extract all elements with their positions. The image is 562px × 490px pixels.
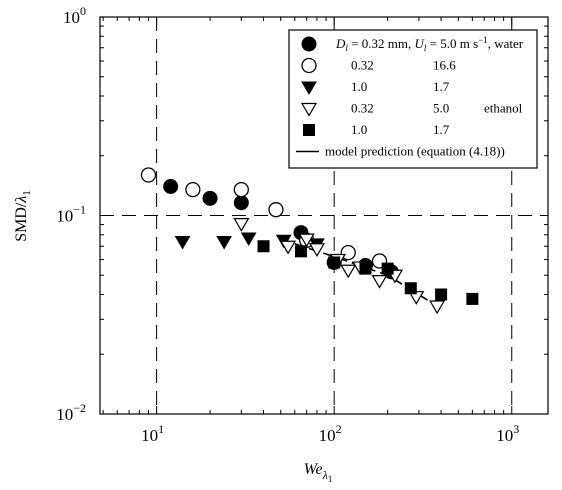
data-point-filled-square xyxy=(404,282,417,295)
legend-col2: 16.6 xyxy=(433,58,456,73)
legend-label: model prediction (equation (4.18)) xyxy=(325,144,505,159)
y-tick-label: 10−1 xyxy=(56,203,86,226)
series-open-circle xyxy=(140,167,388,269)
tick-exponent: −2 xyxy=(73,401,86,415)
legend-col2: 5.0 xyxy=(433,101,449,116)
y-tick-label: 10−2 xyxy=(56,401,86,424)
data-point-filled-square xyxy=(303,124,315,136)
data-point-filled-square xyxy=(257,240,270,253)
data-point-filled-square xyxy=(294,245,307,258)
legend-subscript: l xyxy=(345,43,348,53)
tick-base: 10 xyxy=(63,8,80,27)
legend-var: D xyxy=(335,36,346,51)
y-axis-label-sub: 1 xyxy=(21,190,33,196)
legend-col2: 1.7 xyxy=(433,122,450,137)
data-point-open-circle xyxy=(268,202,284,218)
data-point-open-triangle xyxy=(340,264,357,279)
legend-var: U xyxy=(414,36,425,51)
x-axis-label-sub: λ xyxy=(322,468,328,482)
x-tick-label: 101 xyxy=(141,422,164,445)
legend-text-part: = 0.32 mm, xyxy=(348,36,415,51)
data-point-filled-triangle xyxy=(240,232,257,247)
tick-exponent: 0 xyxy=(80,4,86,18)
data-point-filled-square xyxy=(328,256,341,269)
series-filled-square xyxy=(257,240,479,305)
legend-label: Dl = 0.32 mm, Ul = 5.0 m s−1, water xyxy=(335,35,524,53)
legend-col1: 0.32 xyxy=(351,101,374,116)
data-point-filled-square xyxy=(466,292,479,305)
x-axis-label-main: We xyxy=(304,461,323,478)
data-point-open-circle xyxy=(340,244,356,261)
legend-subscript: l xyxy=(424,43,427,53)
x-tick-label: 103 xyxy=(496,422,519,445)
data-point-open-triangle xyxy=(429,300,446,315)
tick-base: 10 xyxy=(141,426,158,445)
legend-col2: 1.7 xyxy=(433,79,450,94)
tick-exponent: −1 xyxy=(73,203,86,217)
tick-exponent: 1 xyxy=(158,422,164,436)
x-tick-label: 102 xyxy=(319,422,342,445)
legend-col3: ethanol xyxy=(484,101,523,116)
tick-base: 10 xyxy=(56,207,73,226)
data-point-filled-square xyxy=(359,262,372,275)
tick-exponent: 3 xyxy=(513,422,519,436)
data-point-open-triangle xyxy=(300,102,318,117)
data-point-filled-square xyxy=(435,288,448,301)
tick-base: 10 xyxy=(496,426,513,445)
data-point-filled-circle xyxy=(233,195,249,211)
data-point-open-triangle xyxy=(280,240,297,255)
legend-superscript: −1 xyxy=(478,35,488,45)
legend-box xyxy=(288,29,538,169)
legend-col1: 1.0 xyxy=(351,122,367,137)
data-point-open-triangle xyxy=(233,218,250,232)
data-point-filled-triangle xyxy=(174,235,191,250)
data-point-open-circle xyxy=(140,167,157,183)
data-point-filled-circle xyxy=(163,178,179,194)
data-point-open-triangle xyxy=(308,243,326,257)
data-point-open-circle xyxy=(233,181,249,198)
data-point-open-circle xyxy=(185,181,201,198)
x-axis-label: Weλ1 xyxy=(304,461,333,484)
data-point-filled-triangle xyxy=(301,81,317,95)
data-point-filled-circle xyxy=(301,36,317,52)
data-point-filled-triangle xyxy=(216,235,232,250)
y-tick-label: 100 xyxy=(63,4,86,27)
x-axis-label-subsub: 1 xyxy=(328,474,333,484)
legend-text-part: = 5.0 m s xyxy=(426,36,478,51)
legend-text-part: , water xyxy=(488,36,524,51)
tick-base: 10 xyxy=(56,405,73,424)
y-axis-label: SMD/λ1 xyxy=(13,190,33,242)
tick-base: 10 xyxy=(319,426,336,445)
legend-col1: 1.0 xyxy=(351,79,367,94)
data-point-open-triangle xyxy=(371,274,388,289)
data-point-filled-square xyxy=(381,262,394,275)
data-point-open-circle xyxy=(301,57,317,74)
legend-label-text: model prediction (equation (4.18)) xyxy=(325,144,505,159)
legend-col1: 0.32 xyxy=(351,58,374,73)
data-point-filled-circle xyxy=(202,190,218,206)
tick-exponent: 2 xyxy=(336,422,342,436)
data-point-open-triangle xyxy=(298,233,315,248)
y-axis-label-main: SMD/ xyxy=(13,202,30,242)
y-axis-label-lambda: λ xyxy=(13,196,30,204)
